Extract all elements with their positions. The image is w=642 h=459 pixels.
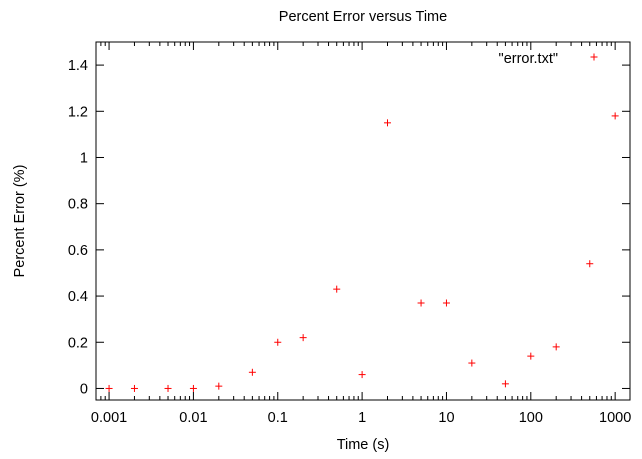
data-point [215, 382, 223, 390]
legend-marker [590, 53, 598, 61]
data-point [274, 338, 282, 346]
y-axis-label: Percent Error (%) [12, 165, 28, 278]
y-tick-label: 0.8 [68, 197, 88, 213]
data-point [611, 112, 619, 120]
data-point [105, 384, 113, 392]
data-point [130, 384, 138, 392]
chart-title: Percent Error versus Time [279, 9, 447, 25]
data-points [105, 112, 619, 392]
data-point [189, 384, 197, 392]
y-tick-label: 0.6 [68, 243, 88, 259]
x-tick-label: 100 [519, 410, 543, 426]
legend: "error.txt" [499, 51, 598, 67]
data-point [299, 334, 307, 342]
y-tick-label: 0 [80, 381, 88, 397]
x-tick-label: 1000 [599, 410, 631, 426]
data-point [333, 285, 341, 293]
x-tick-label: 0.1 [268, 410, 288, 426]
x-tick-label: 0.01 [179, 410, 207, 426]
y-tick-label: 0.2 [68, 335, 88, 351]
legend-label: "error.txt" [499, 51, 558, 67]
data-point [164, 384, 172, 392]
y-tick-label: 1.4 [68, 58, 88, 74]
x-tick-label: 10 [438, 410, 454, 426]
data-point [468, 359, 476, 367]
data-point [358, 371, 366, 379]
data-point [248, 368, 256, 376]
data-point [501, 380, 509, 388]
y-tick-label: 1.2 [68, 104, 88, 120]
x-axis-ticks: 0.001 0.01 0.1 1 10 100 1000 [91, 42, 631, 426]
data-point [527, 352, 535, 360]
data-point [442, 299, 450, 307]
data-point [383, 119, 391, 127]
legend-marker-symbol [590, 53, 598, 61]
data-point [586, 260, 594, 268]
x-tick-label: 0.001 [91, 410, 127, 426]
data-point [552, 343, 560, 351]
y-tick-label: 1 [80, 150, 88, 166]
y-tick-label: 0.4 [68, 289, 88, 305]
x-axis-label: Time (s) [337, 437, 390, 453]
x-tick-label: 1 [358, 410, 366, 426]
plot-frame [95, 41, 631, 401]
data-point [417, 299, 425, 307]
y-axis-ticks: 0 0.2 0.4 0.6 0.8 1 1.2 1.4 [68, 58, 630, 397]
